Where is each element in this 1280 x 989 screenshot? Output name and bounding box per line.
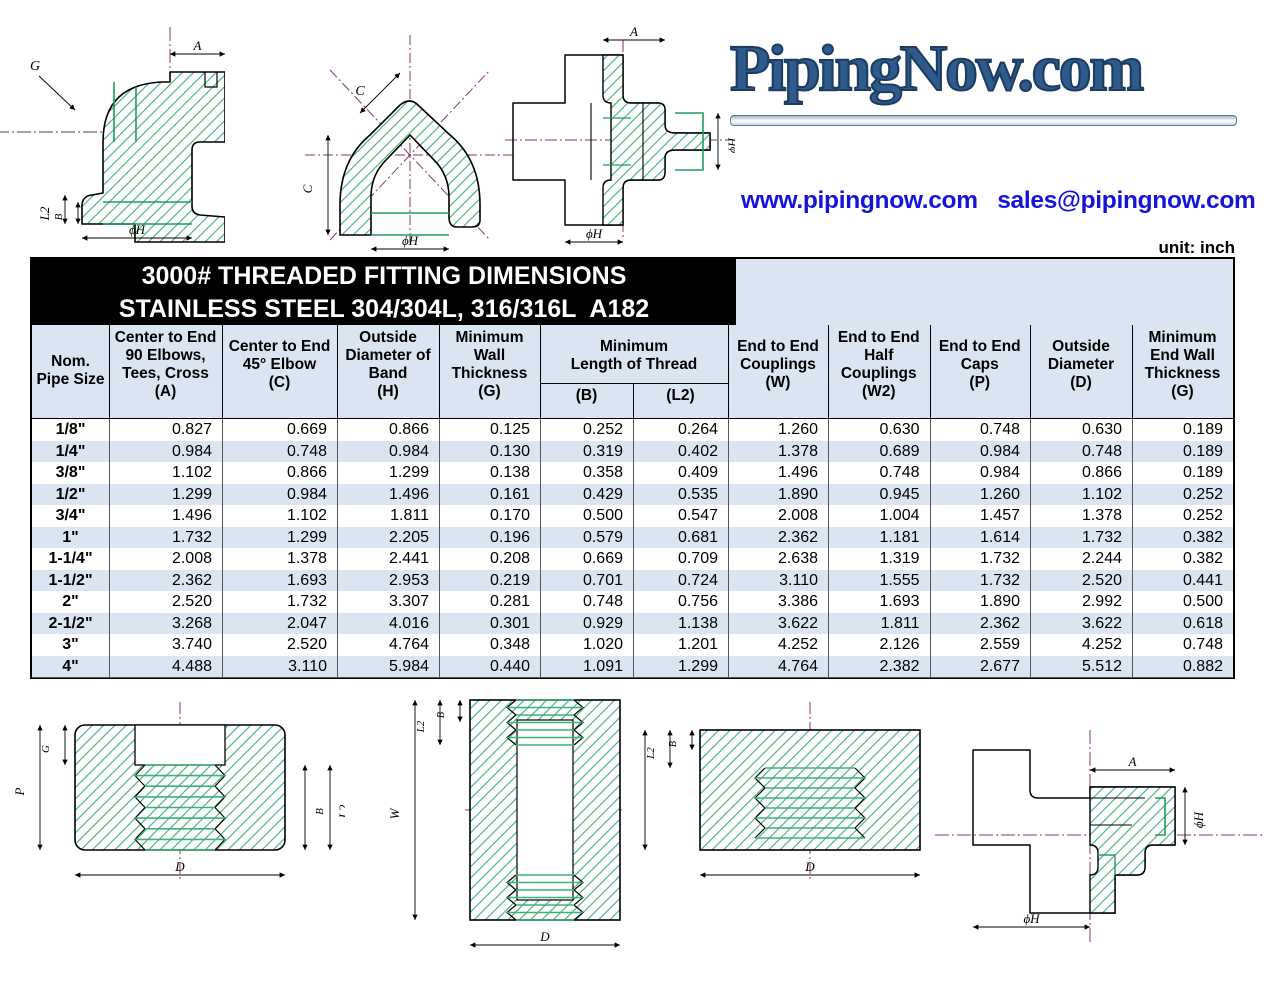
svg-text:ϕH: ϕH <box>725 137 735 153</box>
svg-text:W: W <box>387 807 402 819</box>
svg-text:A: A <box>193 38 202 53</box>
svg-text:G: G <box>40 745 52 753</box>
svg-text:D: D <box>804 859 815 874</box>
svg-text:L2: L2 <box>415 720 427 733</box>
svg-text:L2: L2 <box>37 206 52 221</box>
svg-text:B: B <box>668 741 679 747</box>
svg-text:A: A <box>629 24 638 39</box>
svg-text:B: B <box>314 808 326 815</box>
svg-text:P: P <box>15 787 27 796</box>
svg-text:B: B <box>53 213 65 220</box>
svg-text:L2: L2 <box>645 747 657 760</box>
svg-text:ϕH: ϕH <box>586 226 603 241</box>
svg-text:B: B <box>436 712 447 718</box>
svg-text:ϕH: ϕH <box>1191 811 1206 828</box>
svg-text:C: C <box>300 184 315 193</box>
svg-text:ϕH: ϕH <box>129 222 146 237</box>
svg-text:G: G <box>30 59 40 74</box>
svg-text:D: D <box>174 859 185 874</box>
svg-text:ϕH: ϕH <box>402 233 419 248</box>
svg-text:A: A <box>1128 754 1137 769</box>
svg-text:L2: L2 <box>336 804 345 819</box>
svg-text:C: C <box>355 84 365 99</box>
svg-text:D: D <box>539 929 550 944</box>
svg-text:ϕH: ϕH <box>1023 911 1040 926</box>
